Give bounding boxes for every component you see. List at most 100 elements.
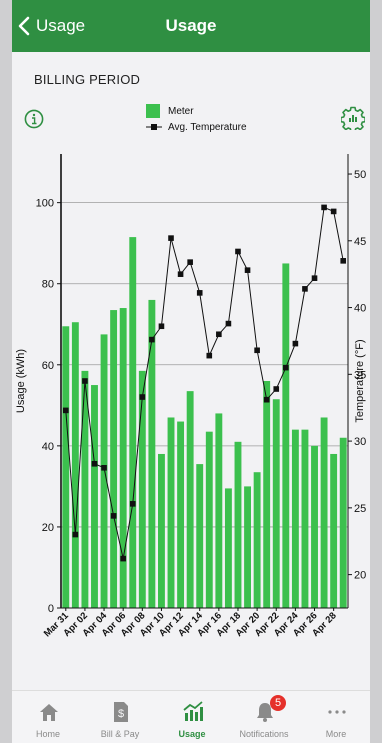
usage-bar [186,391,194,608]
y-tick-label: 20 [42,522,54,534]
temperature-point [196,290,203,296]
legend-meter-swatch [146,104,160,118]
temperature-point [91,460,98,467]
y2-axis-title: Temperature (°F) [354,339,366,422]
y-tick-label: 80 [42,279,54,291]
legend-meter-label: Meter [168,105,194,117]
tab-more-label: More [325,729,347,739]
temperature-point [120,555,126,562]
legend-temperature-label: Avg. Temperature [168,121,247,133]
temperature-point [244,267,251,273]
back-button[interactable]: Usage [18,14,85,38]
notification-badge: 5 [270,695,286,711]
usage-bar [177,421,185,608]
y-axis-title: Usage (kWh) [15,349,27,413]
temperature-point [139,394,146,400]
tab-notifications[interactable]: 5 Notifications [228,695,300,741]
temperature-point [225,320,232,327]
tab-home-label: Home [35,729,60,739]
tab-usage[interactable]: Usage [156,695,228,741]
temperature-point [283,364,289,371]
y2-tick-label: 45 [354,236,366,248]
temperature-point [149,336,155,343]
usage-bar [110,310,118,608]
usage-bar [148,299,156,608]
usage-bar [196,464,204,608]
usage-bar [301,429,309,608]
usage-bar [253,472,261,608]
chevron-left-icon [18,16,30,36]
usage-bar [291,429,299,608]
tab-notifications-label: Notifications [239,729,289,739]
svg-text:$: $ [118,708,124,720]
usage-bar [282,263,290,608]
y2-tick-label: 20 [354,570,366,582]
temperature-point [263,396,270,403]
tab-home[interactable]: Home [12,695,84,741]
info-icon[interactable] [24,109,44,134]
y2-tick-label: 35 [354,369,366,381]
gear-icon [340,106,366,133]
temperature-point [340,258,347,264]
legend-meter: Meter [146,103,247,119]
temperature-point [177,271,184,277]
page-title: Usage [165,16,217,35]
top-bar: Usage Usage [12,0,370,52]
usage-bar [339,437,347,608]
tab-bar: Home $ Bill & Pay Usage 5 [12,690,370,743]
temperature-point [311,275,318,281]
temperature-point [216,331,222,338]
temperature-point [129,501,136,507]
bell-icon [257,703,273,722]
temperature-point [254,347,260,354]
temperature-point [330,208,337,215]
tab-bill-pay-label: Bill & Pay [100,729,140,739]
back-label: Usage [36,16,86,35]
usage-bar [311,445,318,608]
temperature-point [110,513,117,519]
usage-bar [224,488,232,608]
bill-icon: $ [114,702,128,722]
tab-usage-label: Usage [178,729,206,739]
usage-bar [119,308,127,608]
temperature-point [62,407,69,414]
usage-bar [62,326,70,608]
legend-temperature-marker [146,124,162,130]
y-tick-label: 0 [48,603,54,615]
temperature-point [206,352,213,359]
usage-bar [158,453,165,608]
tab-more[interactable]: More [300,695,372,741]
temperature-point [168,235,174,241]
tab-bill-pay[interactable]: $ Bill & Pay [84,695,156,741]
usage-bar [129,237,137,608]
section-title: BILLING PERIOD [34,72,141,87]
usage-bar [234,441,242,608]
temperature-point [72,531,79,538]
y2-tick-label: 50 [354,169,366,181]
usage-bar [138,370,146,608]
temperature-line [65,206,344,559]
y-tick-label: 40 [42,441,54,453]
usage-chart-icon [183,701,203,721]
usage-bar [320,417,328,608]
y-tick-label: 60 [42,360,54,372]
usage-bar [81,370,89,608]
temperature-point [273,386,280,392]
temperature-point [321,204,327,211]
usage-bar [272,399,280,608]
usage-bar [100,334,108,608]
usage-bar [263,381,271,608]
usage-bar [91,385,98,608]
temperature-point [158,323,165,330]
chart-settings-button[interactable] [340,106,366,135]
temperature-point [82,378,88,384]
y2-tick-label: 25 [354,503,366,515]
y2-tick-label: 30 [354,436,366,448]
usage-bar [205,431,213,608]
app-frame: Usage Usage BILLING PERIOD Meter Avg. Te… [12,0,370,743]
usage-bar [71,322,79,608]
chart-legend: Meter Avg. Temperature [146,103,247,135]
home-icon [40,704,58,721]
temperature-point [302,286,308,292]
